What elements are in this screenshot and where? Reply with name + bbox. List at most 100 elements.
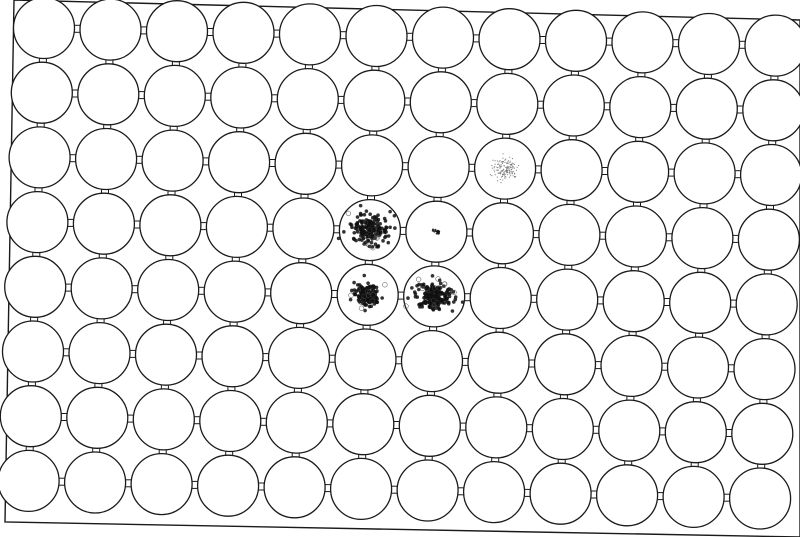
- well-r2-c3: [143, 64, 206, 128]
- well-r7-c6: [332, 393, 395, 456]
- colony-r5-c7: [403, 274, 465, 313]
- well-r1-c10: [611, 11, 674, 74]
- colony-layer: [336, 153, 520, 313]
- well-r7-c2: [66, 386, 129, 449]
- colony-r4-c7: [431, 228, 441, 235]
- well-r5-c11: [669, 271, 732, 334]
- well-r2-c6: [343, 69, 406, 132]
- well-r3-c3: [141, 129, 204, 192]
- well-r6-c3: [134, 323, 198, 386]
- well-r8-c8: [462, 460, 526, 524]
- well-r3-c7: [407, 135, 470, 199]
- well-r2-c1: [10, 61, 73, 124]
- well-r1-c12: [744, 14, 800, 77]
- well-r1-c11: [677, 12, 741, 76]
- well-r4-c4: [205, 195, 269, 259]
- well-r7-c11: [664, 401, 727, 464]
- well-r7-c5: [265, 391, 328, 454]
- well-r7-c3: [132, 388, 195, 451]
- colony-r3-c8: [489, 153, 520, 184]
- well-r5-c4: [203, 260, 266, 323]
- well-r4-c3: [139, 194, 202, 257]
- well-r6-c6: [334, 328, 397, 391]
- well-r8-c3: [130, 452, 193, 516]
- well-r2-c10: [609, 75, 672, 139]
- well-r6-c10: [600, 334, 663, 398]
- well-r7-c10: [598, 399, 661, 462]
- well-r6-c12: [733, 337, 796, 401]
- well-r7-c9: [531, 397, 594, 461]
- colony-r4-c6: [336, 203, 397, 251]
- well-r3-c8: [473, 137, 537, 200]
- well-r4-c11: [671, 206, 734, 270]
- well-r4-c2: [72, 192, 136, 255]
- well-r5-c1: [4, 255, 67, 318]
- well-r3-c11: [673, 142, 736, 205]
- well-r7-c1: [0, 385, 62, 448]
- well-r2-c4: [210, 66, 273, 129]
- well-r8-c12: [728, 467, 792, 530]
- well-r7-c4: [199, 389, 262, 453]
- well-r6-c1: [1, 320, 65, 383]
- well-r6-c8: [467, 331, 530, 394]
- well-r5-c2: [70, 257, 133, 320]
- well-r7-c8: [465, 396, 528, 459]
- well-r6-c5: [267, 326, 331, 390]
- well-r5-c12: [735, 273, 798, 336]
- well-r1-c3: [145, 0, 209, 63]
- well-r8-c11: [662, 465, 725, 529]
- well-r3-c12: [739, 143, 800, 207]
- well-r6-c11: [666, 336, 730, 399]
- well-r5-c5: [270, 262, 333, 325]
- well-r8-c2: [63, 451, 127, 514]
- well-r1-c2: [79, 0, 142, 61]
- well-r2-c5: [276, 67, 339, 131]
- well-r7-c7: [398, 394, 461, 457]
- well-r1-c1: [12, 0, 76, 60]
- well-r8-c1: [0, 449, 60, 513]
- well-r2-c11: [675, 77, 738, 140]
- well-r1-c7: [411, 6, 475, 69]
- well-r3-c9: [540, 139, 603, 202]
- well-r1-c5: [278, 3, 342, 66]
- well-r8-c5: [263, 456, 326, 519]
- well-r3-c1: [8, 126, 71, 189]
- well-r8-c10: [595, 464, 659, 527]
- well-r8-c6: [329, 457, 393, 521]
- well-r4-c12: [737, 208, 800, 271]
- well-r6-c9: [533, 333, 597, 396]
- well-r1-c4: [212, 1, 275, 64]
- well-r5-c3: [137, 258, 200, 322]
- well-r1-c6: [345, 4, 408, 68]
- well-r8-c4: [196, 454, 260, 517]
- well-r2-c2: [77, 63, 140, 126]
- well-r1-c8: [478, 8, 541, 71]
- well-r5-c9: [536, 268, 599, 331]
- well-r5-c10: [602, 270, 665, 333]
- well-r3-c6: [340, 134, 404, 197]
- well-r3-c2: [74, 127, 138, 191]
- well-r4-c1: [6, 190, 69, 254]
- well-r4-c8: [471, 202, 535, 265]
- well-r2-c7: [409, 71, 472, 134]
- well-r1-c9: [544, 9, 608, 72]
- well-r2-c9: [542, 74, 605, 137]
- well-r6-c2: [68, 321, 131, 385]
- well-r3-c10: [606, 140, 670, 203]
- well-r4-c9: [538, 203, 601, 267]
- well-r3-c4: [207, 131, 271, 194]
- well-r3-c5: [274, 132, 337, 195]
- well-r2-c12: [742, 79, 800, 142]
- well-r4-c5: [272, 197, 335, 260]
- well-r8-c7: [396, 459, 459, 522]
- well-r7-c12: [731, 402, 794, 465]
- well-r5-c8: [469, 266, 532, 330]
- well-r6-c4: [201, 325, 264, 388]
- well-r8-c9: [529, 462, 592, 525]
- well-r2-c8: [476, 72, 539, 136]
- well-r6-c7: [400, 329, 464, 393]
- well-r4-c10: [604, 205, 668, 268]
